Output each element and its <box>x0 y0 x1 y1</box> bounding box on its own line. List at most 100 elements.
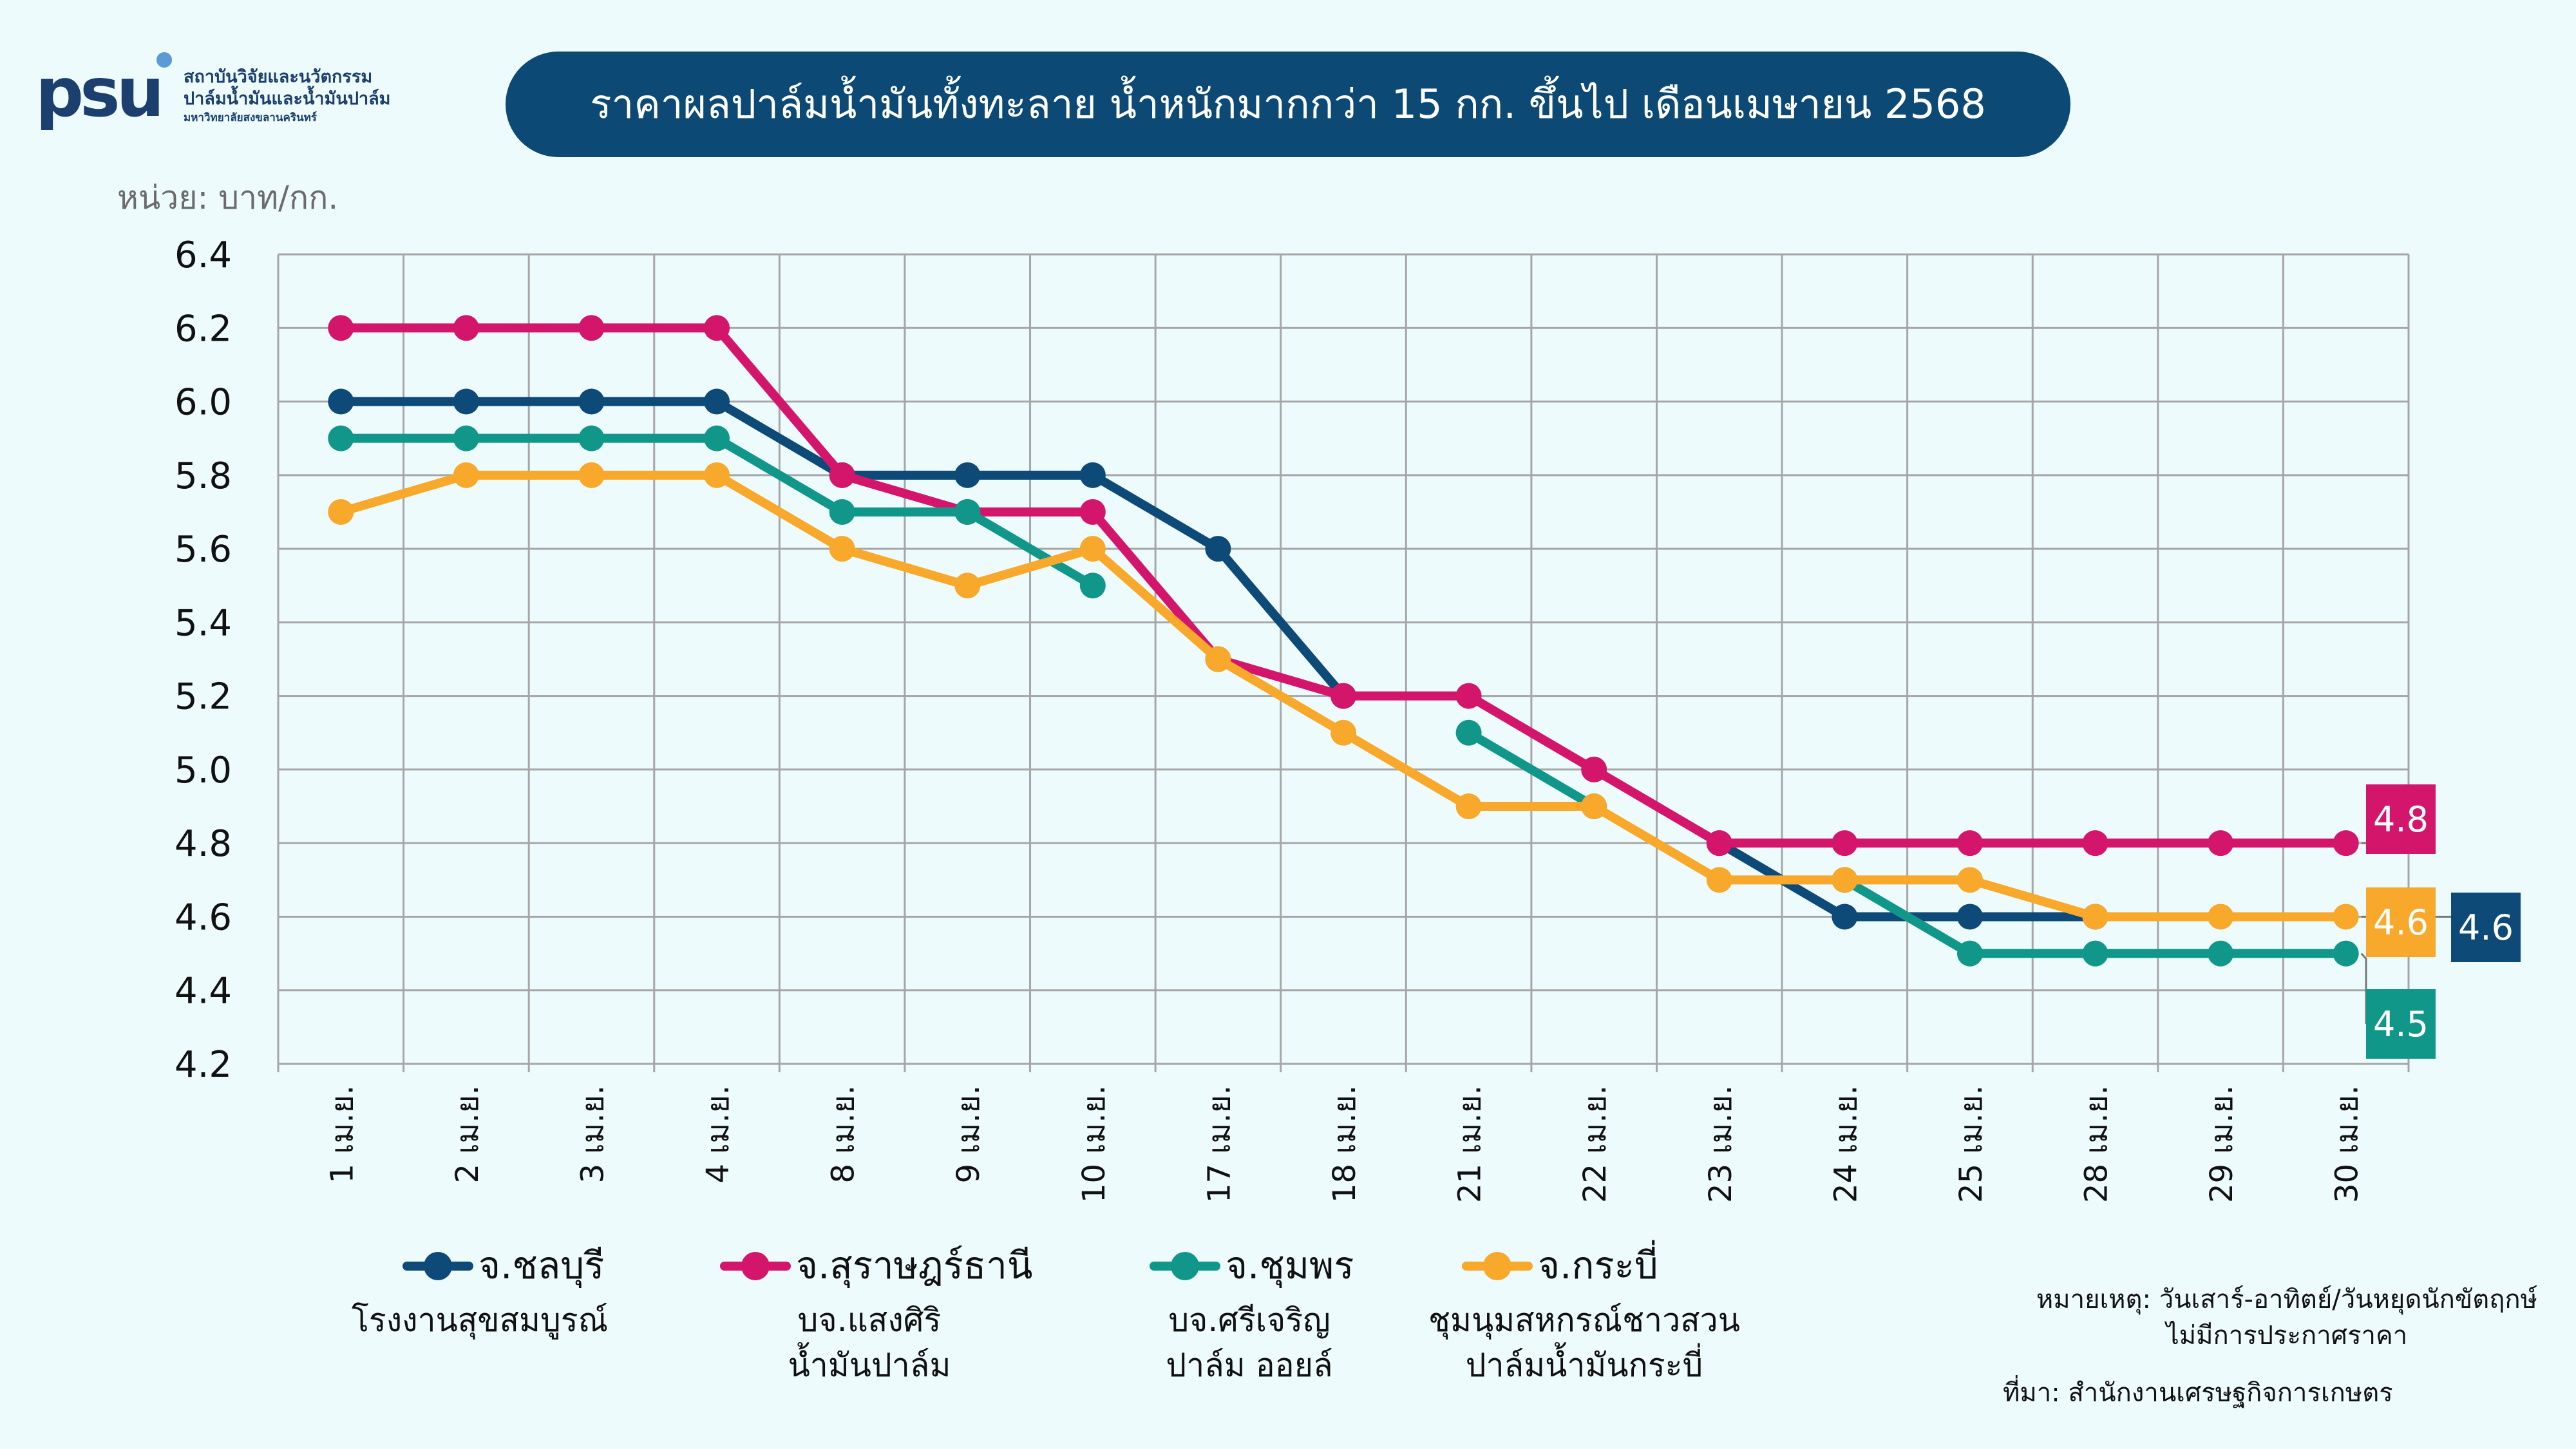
data-point-suratthani <box>704 315 730 341</box>
legend-item-suratthani: จ.สุราษฎร์ธานี <box>720 1235 1032 1295</box>
end-label-chumphon: 4.5 <box>2366 989 2436 1059</box>
x-tick-label: 22 เม.ย. <box>1577 1085 1613 1203</box>
data-point-chumphon <box>954 498 981 525</box>
data-point-chonburi <box>1079 462 1106 488</box>
data-point-chonburi <box>704 388 730 415</box>
data-point-chumphon <box>328 425 354 451</box>
y-tick-label: 6.2 <box>175 308 232 350</box>
chart-series <box>328 315 2359 967</box>
x-tick-label: 9 เม.ย. <box>951 1085 987 1183</box>
legend-sub-line: บจ.ศรีเจริญ <box>1168 1302 1331 1339</box>
data-point-chumphon <box>1079 573 1106 599</box>
legend-label: จ.กระบี่ <box>1538 1244 1658 1287</box>
legend-sub-suratthani: บจ.แสงศิริ น้ำมันปาล์ม <box>741 1298 998 1388</box>
psu-logo: psu สถาบันวิจัยและนวัตกรรม ปาล์มน้ำมันแล… <box>35 48 435 132</box>
data-point-suratthani <box>578 315 605 341</box>
data-point-krabi <box>829 536 855 562</box>
y-tick-label: 4.2 <box>175 1044 232 1086</box>
data-point-krabi <box>1581 793 1607 820</box>
legend-marker <box>1150 1246 1220 1285</box>
series-line-chumphon <box>1464 728 1599 811</box>
y-tick-label: 6.4 <box>175 234 232 276</box>
legend-sub-chumphon: บจ.ศรีเจริญ ปาล์ม ออยล์ <box>1121 1298 1378 1388</box>
y-axis-ticks: 4.2 4.4 4.6 4.8 5.0 5.2 5.4 5.6 5.8 6.0 6.2 6.4 <box>175 234 232 1086</box>
legend-sub-line: ชุมนุมสหกรณ์ชาวสวน <box>1428 1302 1740 1339</box>
unit-label: หน่วย: บาท/กก. <box>117 179 339 216</box>
institute-name: สถาบันวิจัยและนวัตกรรม ปาล์มน้ำมันและน้ำ… <box>184 66 454 126</box>
psu-logo-mark: psu <box>35 52 172 132</box>
series-suratthani <box>328 315 2359 857</box>
y-tick-label: 5.6 <box>175 529 232 571</box>
x-tick-label: 2 เม.ย. <box>450 1085 486 1183</box>
x-tick-label: 1 เม.ย. <box>324 1085 360 1183</box>
data-point-chumphon <box>1956 940 1983 967</box>
data-point-chumphon <box>2082 940 2108 967</box>
data-point-suratthani <box>453 315 479 341</box>
data-point-chonburi <box>1205 536 1231 562</box>
data-point-krabi <box>954 573 981 599</box>
data-point-chumphon <box>2208 940 2234 967</box>
x-tick-label: 10 เม.ย. <box>1076 1085 1112 1203</box>
y-tick-label: 5.4 <box>175 602 232 644</box>
x-tick-label: 18 เม.ย. <box>1327 1085 1363 1203</box>
chart-title-banner: ราคาผลปาล์มน้ำมันทั้งทะลาย น้ำหนักมากกว่… <box>506 52 2070 157</box>
legend-sub-line: ปาล์ม ออยล์ <box>1166 1347 1333 1384</box>
legend-item-krabi: จ.กระบี่ <box>1462 1235 1658 1295</box>
data-point-krabi <box>1706 867 1732 893</box>
x-tick-label: 29 เม.ย. <box>2204 1085 2240 1203</box>
data-point-suratthani <box>2333 830 2359 857</box>
institute-line-3: มหาวิทยาลัยสงขลานครินทร์ <box>184 111 317 124</box>
footnote-line-2: ไม่มีการประกาศราคา <box>2166 1321 2408 1350</box>
data-point-suratthani <box>1706 830 1732 857</box>
data-point-suratthani <box>2208 830 2234 857</box>
data-point-suratthani <box>328 315 354 341</box>
end-label-krabi: 4.6 <box>2366 887 2436 957</box>
data-point-suratthani <box>1581 756 1607 782</box>
data-point-krabi <box>704 462 730 488</box>
y-tick-label: 5.8 <box>175 455 232 497</box>
data-point-krabi <box>1205 646 1231 672</box>
legend-label: จ.ชลบุรี <box>478 1244 605 1287</box>
legend-marker <box>402 1246 473 1285</box>
institute-line-1: สถาบันวิจัยและนวัตกรรม <box>184 67 373 87</box>
legend-item-chumphon: จ.ชุมพร <box>1150 1235 1354 1295</box>
y-tick-label: 5.0 <box>175 750 232 791</box>
data-point-krabi <box>1331 719 1356 746</box>
data-point-suratthani <box>2082 830 2108 857</box>
x-tick-label: 25 เม.ย. <box>1953 1085 1989 1203</box>
data-point-chumphon <box>704 425 730 451</box>
x-tick-label: 23 เม.ย. <box>1703 1085 1739 1203</box>
data-point-krabi <box>2082 904 2108 930</box>
data-point-chonburi <box>954 462 981 488</box>
data-point-chonburi <box>578 388 605 415</box>
data-point-chonburi <box>1956 904 1983 930</box>
institute-line-2: ปาล์มน้ำมันและน้ำมันปาล์ม <box>184 89 391 109</box>
connector-chumphon <box>2360 952 2367 1024</box>
x-tick-label: 17 เม.ย. <box>1201 1085 1237 1203</box>
x-tick-label: 30 เม.ย. <box>2329 1085 2365 1203</box>
x-tick-label: 8 เม.ย. <box>826 1085 862 1183</box>
legend-label: จ.ชุมพร <box>1226 1244 1354 1287</box>
data-point-suratthani <box>829 462 855 488</box>
x-tick-label: 21 เม.ย. <box>1452 1085 1488 1203</box>
series-krabi <box>328 462 2359 930</box>
data-point-krabi <box>2208 904 2234 930</box>
data-point-chumphon <box>2333 940 2359 967</box>
data-point-krabi <box>453 462 479 488</box>
end-label-suratthani: 4.8 <box>2366 784 2436 854</box>
legend-sub-line: โรงงานสุขสมบูรณ์ <box>352 1302 608 1339</box>
legend-marker <box>1462 1246 1533 1285</box>
data-point-krabi <box>328 498 354 525</box>
legend-label: จ.สุราษฎร์ธานี <box>796 1244 1033 1287</box>
chart-title: ราคาผลปาล์มน้ำมันทั้งทะลาย น้ำหนักมากกว่… <box>590 80 1986 128</box>
legend-sub-line: น้ำมันปาล์ม <box>788 1347 951 1384</box>
data-point-suratthani <box>1956 830 1983 857</box>
data-point-krabi <box>2333 904 2359 930</box>
x-tick-label: 28 เม.ย. <box>2079 1085 2115 1203</box>
data-point-chonburi <box>328 388 354 415</box>
y-tick-label: 4.8 <box>175 823 232 865</box>
data-point-chonburi <box>453 388 479 415</box>
legend-marker <box>720 1246 791 1285</box>
data-point-krabi <box>1079 536 1106 562</box>
